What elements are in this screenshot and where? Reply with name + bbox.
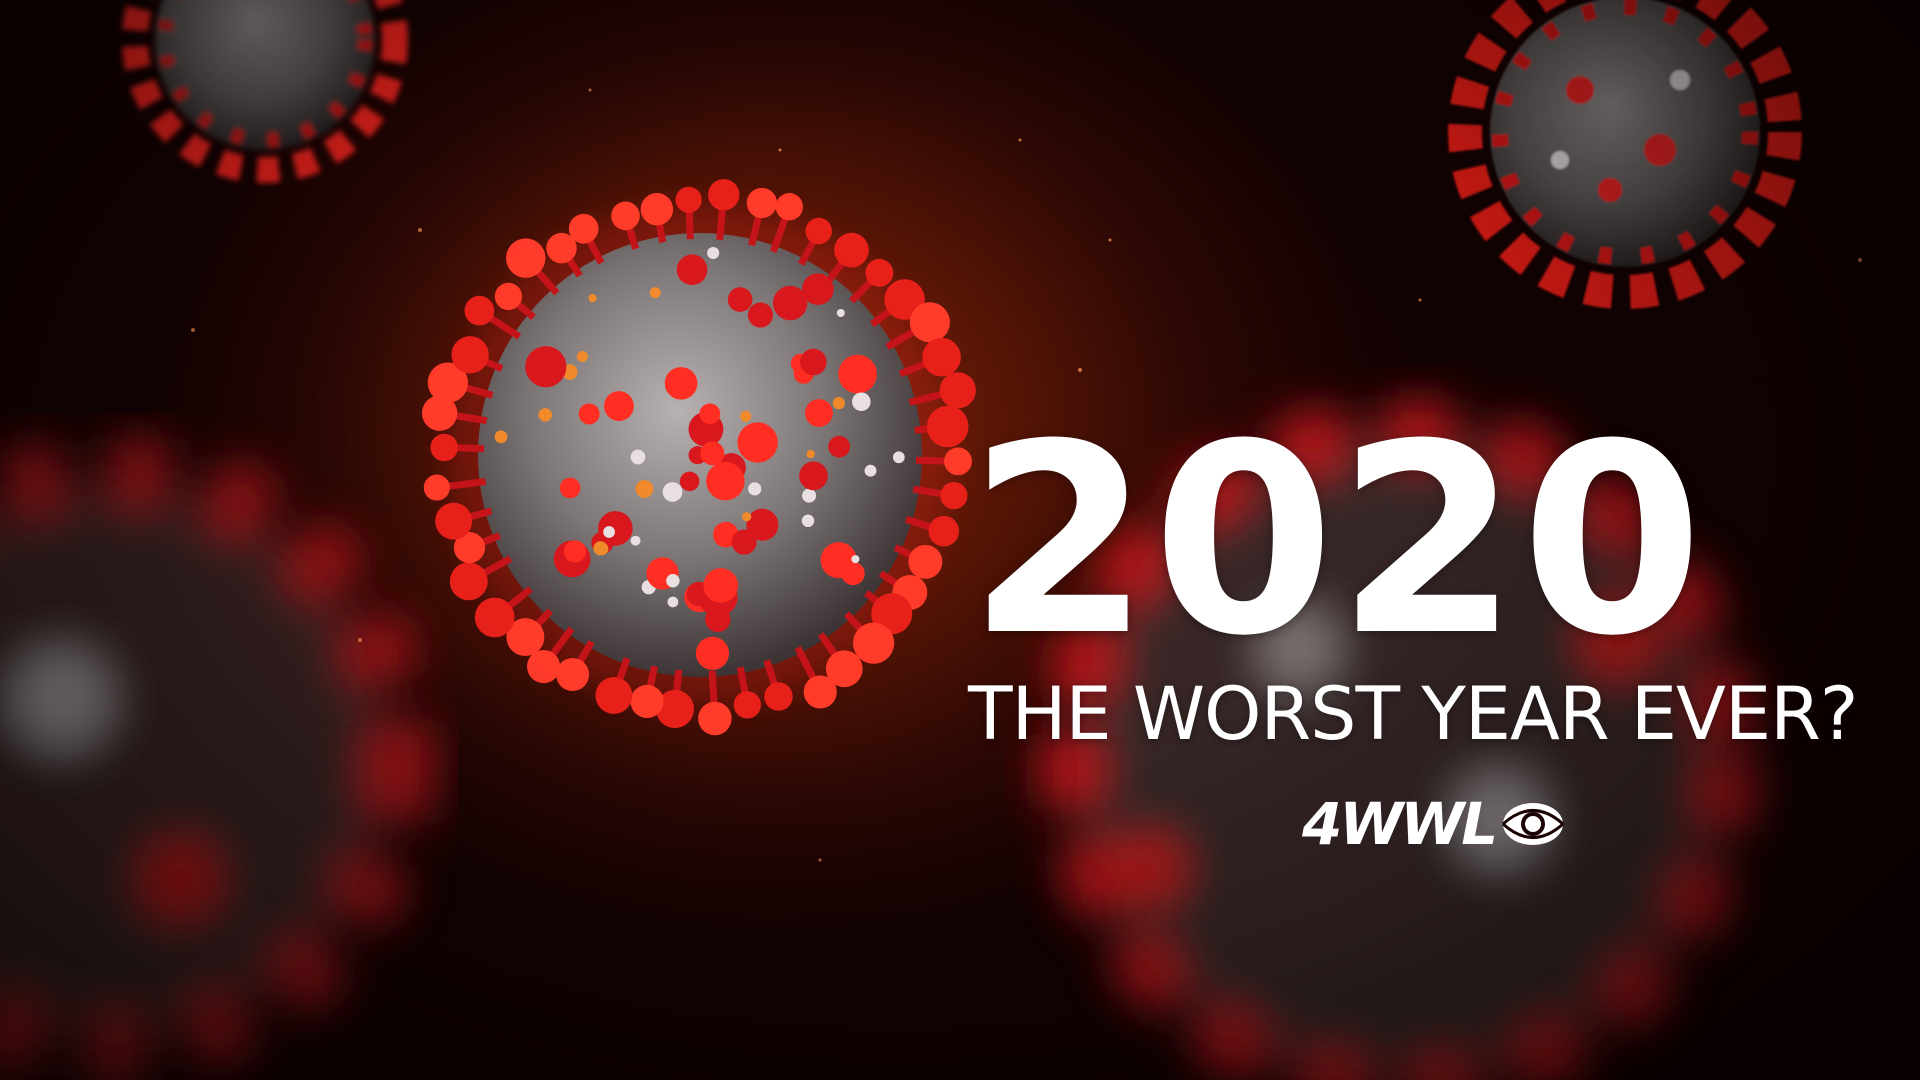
virus-surface-dot [748,482,762,496]
virus-surface-dot [806,449,815,459]
virus-surface-protein [559,477,581,499]
virus-spike-head [733,691,761,719]
virus-spike-head [675,186,702,213]
virus-spike-head [775,193,803,221]
station-logo-text: 4WWL [1302,790,1498,858]
virus-surface-dot [740,410,752,422]
virus-spike-head [640,192,674,226]
virus-spike-head [865,258,894,287]
virus-surface-dot [603,526,615,538]
virus-spike-head [908,544,943,579]
headline-year: 2020 [968,388,1706,693]
virus-spike-head [928,515,960,547]
virus-surface-dot [667,596,679,608]
virus-surface-dot [801,514,815,528]
virus-spike-head [449,562,488,601]
virus-spike-head [940,482,968,510]
virus-background-left [0,435,435,1080]
virus-surface-dot [802,488,817,503]
virus-surface-protein [703,568,739,603]
virus-surface-dot [538,408,553,422]
virus-spike-head [568,213,599,244]
virus-spike-head [435,502,473,540]
virus-surface-protein [676,254,708,286]
virus-surface-dot [596,542,609,555]
virus-spike-head [423,474,450,501]
virus-surface-protein [737,422,778,463]
virus-surface-protein [700,441,725,466]
virus-spike-head [805,217,832,245]
virus-surface-dot [864,464,877,477]
virus-surface-protein [525,346,567,388]
virus-spike-head [430,433,458,462]
virus-surface-protein [679,471,700,492]
virus-surface-dot [588,294,597,303]
virus-spike-head [708,179,740,211]
virus-surface-dot [832,397,845,410]
virus-spike-head [505,238,546,278]
virus-spike-head [595,677,633,714]
virus-spike-head [494,282,523,311]
virus-spike-head [746,187,778,219]
virus-spike-head [803,675,837,709]
virus-spike-head [451,336,489,374]
virus-surface-protein [838,354,877,394]
virus-surface-dot [649,287,661,299]
virus-surface-dot [666,574,680,588]
virus-surface-dot [741,512,752,522]
virus-spike-head [909,302,950,343]
virus-surface-protein [699,403,721,425]
virus-spike-head [852,622,895,664]
virus-surface-dot [836,308,845,318]
headline-subtitle: THE WORST YEAR EVER? [968,672,1859,757]
virus-spike-head [922,337,961,377]
virus-surface-dot [707,246,720,260]
virus-spike-head [526,649,561,684]
virus-surface-protein [664,367,698,400]
virus-surface-dot [576,350,588,362]
virus-surface-protein [604,391,634,421]
virus-surface-protein [804,399,833,427]
virus-main [421,179,976,736]
virus-top-left [122,0,408,183]
virus-surface-dot [852,392,871,412]
station-logo: 4WWL [1302,793,1565,855]
virus-spike-head [464,295,495,326]
headline: 2020 THE WORST YEAR EVER? [968,388,1868,757]
virus-surface-dot [630,449,646,465]
virus-surface-dot [494,430,508,444]
virus-spike-head [926,405,969,448]
virus-surface-protein [772,285,808,321]
virus-surface-protein [563,540,587,563]
virus-surface-protein [828,435,850,458]
virus-surface-dot [662,482,683,502]
virus-spike-head [556,658,590,692]
virus-surface-dot [635,480,654,498]
virus-surface-dot [892,451,905,464]
virus-surface-protein [731,529,757,555]
virus-surface-protein [747,302,774,328]
virus-surface-protein [695,636,730,670]
virus-spike-head [611,201,640,231]
virus-surface-dot [851,555,860,564]
virus-surface-protein [578,403,600,425]
virus-spike-head [834,232,869,268]
virus-spike-head [630,684,664,719]
virus-spike-head [474,597,515,638]
virus-spike-head [764,682,793,711]
virus-surface-protein [820,542,857,579]
virus-surface-protein [706,461,745,501]
virus-top-right [1448,0,1802,309]
virus-surface-dot [630,535,641,546]
virus-surface-protein [799,461,828,491]
virus-spike-head [698,701,732,736]
cbs-eye-icon [1502,803,1565,845]
virus-surface-protein [800,348,827,376]
virus-surface-protein [727,287,753,312]
